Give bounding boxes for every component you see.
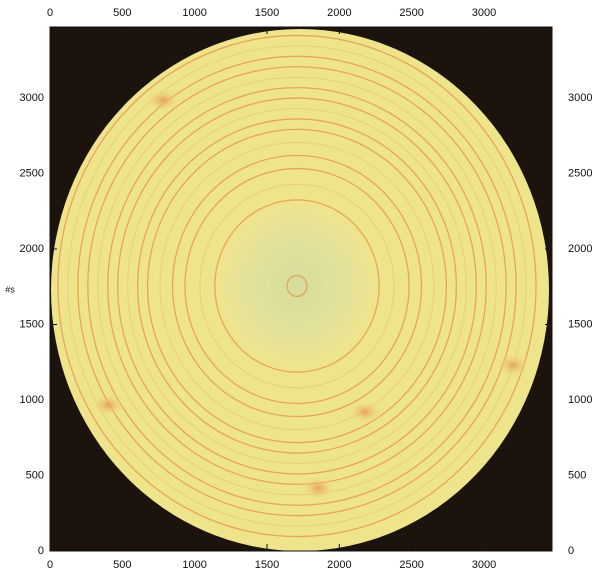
y-tick-label: 500 <box>26 469 44 481</box>
y-tick-label: 2000 <box>20 243 44 255</box>
x-tick-label: 2500 <box>399 7 423 19</box>
page: {"chart_data": {"type": "image", "y_labe… <box>0 0 594 579</box>
y-tick-label: 3000 <box>568 92 592 104</box>
x-tick-label: 2500 <box>399 559 423 571</box>
y-tick-label: 0 <box>38 545 44 557</box>
y-tick-label: 500 <box>568 469 586 481</box>
y-tick-label: 3000 <box>20 92 44 104</box>
hot-spot <box>145 88 181 112</box>
hot-spot <box>300 476 336 500</box>
y-tick-label: 2500 <box>568 167 592 179</box>
y-tick-label: 0 <box>568 545 574 557</box>
y-tick-label: 1500 <box>568 318 592 330</box>
x-tick-label: 0 <box>47 559 53 571</box>
x-tick-label: 0 <box>47 7 53 19</box>
y-tick-label: 2000 <box>568 243 592 255</box>
x-tick-label: 1000 <box>182 7 206 19</box>
detector-image <box>51 29 549 551</box>
center-region <box>217 201 377 369</box>
y-axis-label: #s <box>5 284 15 294</box>
x-tick-label: 2000 <box>327 559 351 571</box>
x-tick-label: 500 <box>113 559 131 571</box>
hot-spot <box>90 393 126 417</box>
x-tick-label: 3000 <box>472 559 496 571</box>
x-tick-label: 1000 <box>182 559 206 571</box>
x-tick-label: 1500 <box>255 7 279 19</box>
x-tick-label: 2000 <box>327 7 351 19</box>
x-tick-label: 1500 <box>255 559 279 571</box>
chart: #s 0050050010001000150015002000200025002… <box>0 0 594 579</box>
y-tick-label: 1000 <box>568 394 592 406</box>
hot-spot <box>347 400 383 424</box>
y-tick-label: 1500 <box>20 318 44 330</box>
y-tick-label: 2500 <box>20 167 44 179</box>
hot-spot <box>495 353 531 377</box>
x-tick-label: 3000 <box>472 7 496 19</box>
x-tick-label: 500 <box>113 7 131 19</box>
y-tick-label: 1000 <box>20 394 44 406</box>
